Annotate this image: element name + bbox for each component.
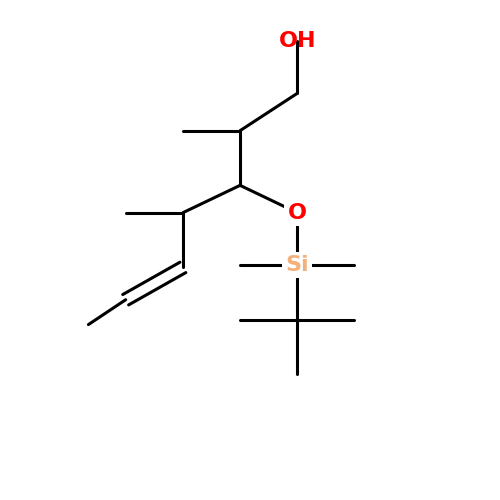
Text: OH: OH (278, 31, 316, 51)
Text: O: O (288, 202, 306, 222)
Text: Si: Si (286, 255, 309, 275)
